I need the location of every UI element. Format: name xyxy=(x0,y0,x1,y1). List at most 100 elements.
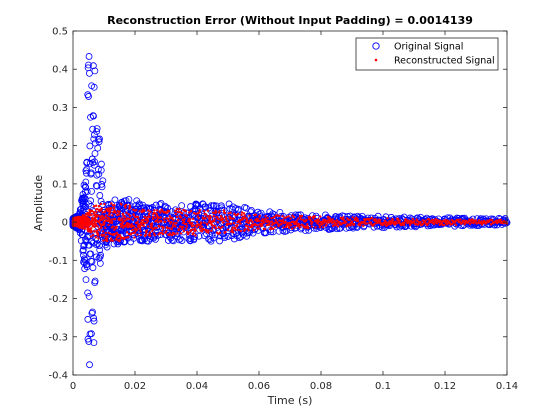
reconstructed-signal-point xyxy=(103,222,106,225)
original-signal-point xyxy=(85,93,92,100)
original-signal-point xyxy=(87,169,95,177)
reconstructed-signal-point xyxy=(227,222,231,225)
original-signal-point xyxy=(94,144,102,152)
reconstructed-signal-point xyxy=(103,202,106,206)
x-tick-label: 0.14 xyxy=(496,381,518,392)
reconstructed-signal-point xyxy=(326,221,329,224)
reconstructed-signal-point xyxy=(211,211,215,214)
reconstructed-signal-point xyxy=(171,225,174,229)
reconstructed-signal-point xyxy=(210,229,213,232)
original-signal-point xyxy=(178,237,186,244)
original-signal-point xyxy=(87,250,95,258)
legend-marker-reconstructed xyxy=(374,58,378,62)
reconstructed-signal-point xyxy=(325,223,328,227)
reconstructed-signal-point xyxy=(123,216,127,219)
reconstructed-signal-point xyxy=(477,219,481,222)
reconstructed-signal-point xyxy=(427,217,431,221)
legend-box xyxy=(355,37,499,71)
reconstructed-signal-point xyxy=(154,216,157,219)
reconstructed-signal-point xyxy=(203,221,206,224)
reconstructed-signal-point xyxy=(274,226,277,229)
reconstructed-signal-point xyxy=(131,208,135,211)
reconstructed-signal-point xyxy=(182,225,185,228)
reconstructed-signal-point xyxy=(320,220,324,224)
reconstructed-signal-point xyxy=(325,219,329,222)
original-signal-point xyxy=(92,241,100,248)
reconstructed-signal-point xyxy=(181,221,185,225)
reconstructed-signal-point xyxy=(138,228,142,231)
reconstructed-signal-point xyxy=(146,225,150,228)
y-tick-label: 0.1 xyxy=(52,179,68,190)
reconstructed-signal-point xyxy=(101,230,105,233)
reconstructed-signal-point xyxy=(269,226,273,229)
reconstructed-signal-point xyxy=(204,213,208,216)
reconstructed-signal-point xyxy=(104,231,108,235)
reconstructed-signal-point xyxy=(407,219,410,222)
reconstructed-signal-point xyxy=(195,220,199,223)
reconstructed-signal-point xyxy=(110,220,114,223)
reconstructed-signal-point xyxy=(96,231,99,235)
original-signal-point xyxy=(152,235,159,243)
reconstructed-signal-point xyxy=(202,210,206,213)
reconstructed-signal-point xyxy=(166,217,170,221)
original-signal-point xyxy=(82,276,90,284)
reconstructed-signal-point xyxy=(350,220,354,223)
reconstructed-signal-point xyxy=(222,209,226,212)
original-signal-point xyxy=(80,241,88,249)
original-signal-point xyxy=(98,160,105,168)
reconstructed-signal-point xyxy=(182,229,186,233)
reconstructed-signal-point xyxy=(132,214,136,217)
legend: Original Signal Reconstructed Signal xyxy=(355,37,499,71)
reconstructed-signal-point xyxy=(155,226,158,230)
series-layer xyxy=(69,53,511,369)
original-signal-point xyxy=(103,243,111,251)
reconstructed-signal-point xyxy=(281,214,284,218)
reconstructed-signal-point xyxy=(229,215,232,219)
reconstructed-signal-point xyxy=(177,218,180,222)
original-signal-point xyxy=(210,234,217,242)
reconstructed-signal-point xyxy=(197,217,200,220)
reconstructed-signal-point xyxy=(104,214,108,217)
reconstructed-signal-point xyxy=(234,228,238,232)
reconstructed-signal-point xyxy=(451,222,454,226)
reconstructed-signal-point xyxy=(204,217,207,220)
y-tick-label: -0.1 xyxy=(48,256,68,267)
reconstructed-signal-point xyxy=(242,216,245,219)
reconstructed-signal-point xyxy=(145,229,149,232)
reconstructed-signal-point xyxy=(411,217,415,221)
reconstructed-signal-point xyxy=(356,219,360,223)
reconstructed-signal-point xyxy=(195,225,198,228)
original-signal-point xyxy=(83,261,91,269)
reconstructed-signal-point xyxy=(421,219,425,222)
reconstructed-signal-point xyxy=(424,219,427,222)
reconstructed-signal-point xyxy=(142,224,145,228)
reconstructed-signal-point xyxy=(331,218,334,221)
reconstructed-signal-point xyxy=(351,216,354,219)
reconstructed-signal-point xyxy=(103,217,107,220)
reconstructed-signal-point xyxy=(183,217,186,221)
reconstructed-signal-point xyxy=(175,215,179,219)
y-tick-label: -0.3 xyxy=(48,332,68,343)
y-tick-label: -0.4 xyxy=(48,371,68,382)
reconstructed-signal-point xyxy=(132,225,136,228)
reconstructed-signal-point xyxy=(313,215,316,218)
reconstructed-signal-point xyxy=(222,221,225,224)
reconstructed-signal-point xyxy=(152,211,156,215)
reconstructed-signal-point xyxy=(124,225,127,228)
original-signal-point xyxy=(91,131,98,139)
reconstructed-signal-point xyxy=(173,232,176,236)
reconstructed-signal-point xyxy=(468,222,472,226)
reconstructed-signal-point xyxy=(185,222,188,226)
reconstructed-signal-point xyxy=(314,226,317,229)
reconstructed-signal-point xyxy=(244,224,248,227)
reconstructed-signal-point xyxy=(470,221,473,224)
original-signal-point xyxy=(85,338,93,345)
reconstructed-signal-point xyxy=(242,212,246,215)
reconstructed-signal-point xyxy=(106,209,110,213)
reconstructed-signal-point xyxy=(490,222,493,226)
reconstructed-signal-point xyxy=(102,233,106,237)
reconstructed-signal-point xyxy=(286,224,290,227)
original-signal-point xyxy=(91,158,98,166)
reconstructed-signal-point xyxy=(147,212,151,216)
reconstructed-signal-point xyxy=(107,223,110,227)
